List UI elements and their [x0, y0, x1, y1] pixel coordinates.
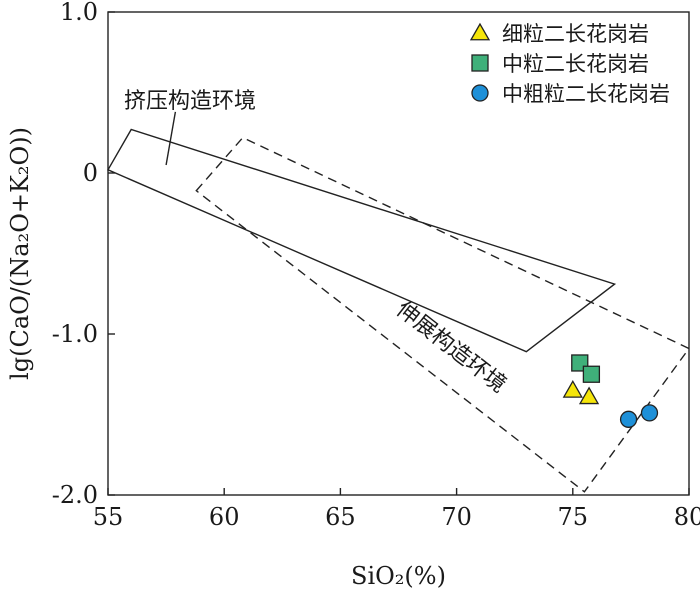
- extension-field-polygon: [195, 136, 691, 493]
- y-tick-label: -2.0: [52, 481, 98, 509]
- compression-label-leader: [165, 111, 177, 166]
- legend-label: 细粒二长花岗岩: [502, 22, 649, 46]
- triangle-data-point: [578, 386, 600, 405]
- x-tick-label: 75: [558, 503, 589, 531]
- x-tick-label: 55: [93, 503, 124, 531]
- plot-frame: [107, 11, 690, 496]
- legend-label: 中粗粒二长花岗岩: [502, 82, 670, 106]
- tectonic-regions: [107, 111, 691, 493]
- legend-square-marker: [471, 54, 489, 72]
- compression-field-polygon: [107, 128, 617, 353]
- plot-border: [107, 11, 690, 496]
- triangle-data-point: [562, 380, 583, 398]
- legend-circle-marker: [471, 84, 489, 102]
- x-axis-title: SiO₂(%): [351, 562, 446, 590]
- legend-triangle-marker: [469, 22, 491, 41]
- region-label-extension: 伸展构造环境: [391, 297, 510, 398]
- y-tick-label: 0: [83, 159, 98, 187]
- x-tick-label: 70: [441, 503, 472, 531]
- y-axis-title: lg(CaO/(Na₂O+K₂O)): [6, 127, 34, 380]
- data-points: [562, 354, 659, 428]
- x-tick-label: 65: [325, 503, 356, 531]
- axis-ticks: 55 60 65 70 75 80 1.0 0 -1.0 -2.0: [52, 0, 700, 531]
- y-tick-label: -1.0: [52, 320, 98, 348]
- region-label-compression: 挤压构造环境: [124, 89, 256, 114]
- region-labels: 挤压构造环境 伸展构造环境: [124, 89, 511, 398]
- legend-label: 中粒二长花岗岩: [502, 52, 649, 76]
- y-tick-label: 1.0: [60, 0, 98, 26]
- square-data-point: [582, 365, 601, 383]
- circle-data-point: [640, 404, 659, 422]
- circle-data-point: [619, 410, 638, 428]
- x-tick-label: 60: [209, 503, 240, 531]
- x-tick-label: 80: [674, 503, 700, 531]
